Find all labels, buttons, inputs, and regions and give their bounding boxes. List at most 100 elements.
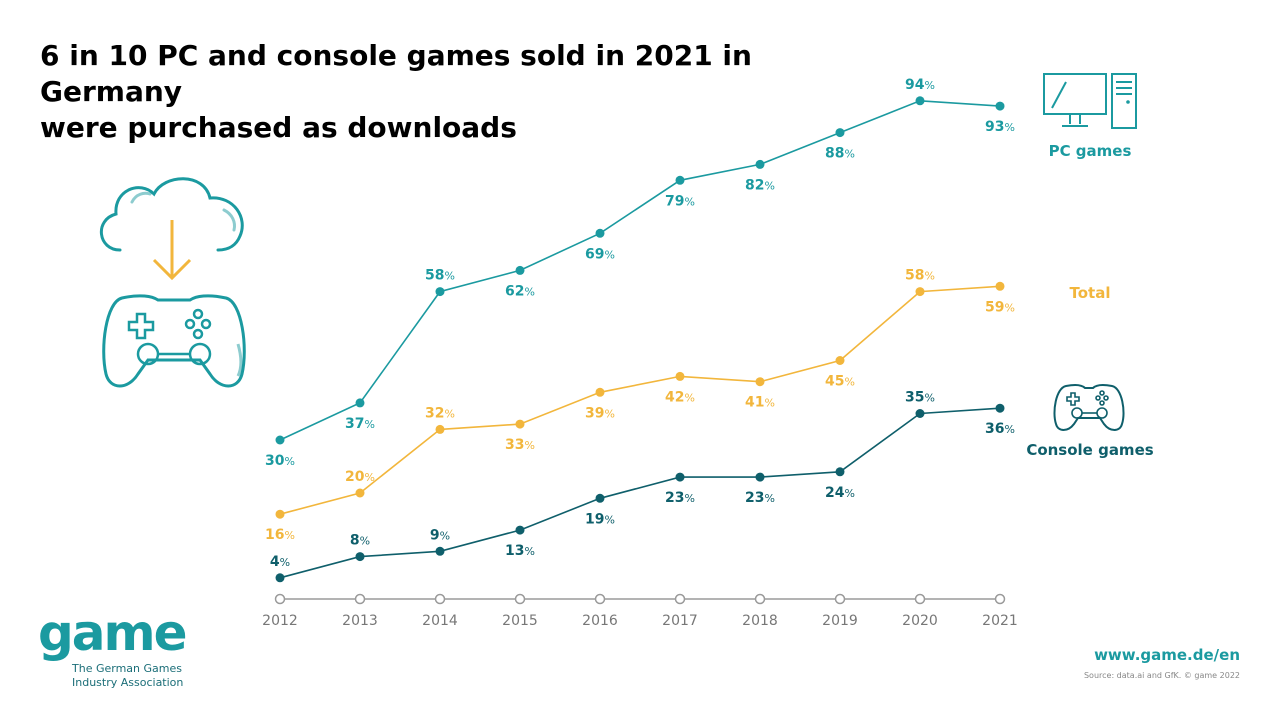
data-point-console-games xyxy=(355,552,365,562)
x-tick-label: 2017 xyxy=(662,613,698,629)
x-axis-tick-marker xyxy=(594,593,606,605)
data-point-pc-games xyxy=(515,265,525,275)
x-axis-tick-marker xyxy=(914,593,926,605)
chart-title: 6 in 10 PC and console games sold in 202… xyxy=(40,38,900,146)
data-point-total xyxy=(675,371,685,381)
x-tick-label: 2015 xyxy=(502,613,538,629)
legend-pc-games: PC games xyxy=(1048,142,1132,160)
data-point-console-games xyxy=(835,467,845,477)
computer-icon xyxy=(1043,73,1137,129)
data-point-console-games xyxy=(995,403,1005,413)
data-label-console-games: 9% xyxy=(430,527,450,543)
data-label-total: 42% xyxy=(665,389,695,405)
data-point-console-games xyxy=(915,409,925,418)
data-point-total xyxy=(915,287,925,297)
cloud-download-icon xyxy=(99,177,246,388)
data-point-console-games xyxy=(275,573,285,583)
series-line-console-games xyxy=(279,407,1001,579)
data-label-total: 32% xyxy=(425,405,455,421)
data-point-total xyxy=(275,509,285,519)
logo-wordmark: game xyxy=(38,604,188,662)
x-axis-tick-marker xyxy=(354,593,366,605)
x-tick-label: 2021 xyxy=(982,613,1018,629)
data-point-pc-games xyxy=(275,435,285,445)
x-tick-label: 2018 xyxy=(742,613,778,629)
data-point-total xyxy=(755,377,765,387)
series-layer xyxy=(275,96,1005,583)
data-point-pc-games xyxy=(355,398,365,408)
data-point-pc-games xyxy=(755,159,765,169)
chart-title-line-2: were purchased as downloads xyxy=(40,111,517,144)
series-line-pc-games xyxy=(279,99,1001,441)
data-point-pc-games xyxy=(915,96,925,106)
x-tick-label: 2012 xyxy=(262,613,298,629)
legend-console-games: Console games xyxy=(1026,441,1154,459)
data-point-total xyxy=(355,488,365,498)
logo-subtitle-line-2: Industry Association xyxy=(72,676,184,689)
data-point-pc-games xyxy=(995,101,1005,111)
x-axis-tick-marker xyxy=(434,593,446,605)
x-tick-label: 2013 xyxy=(342,613,378,629)
data-label-console-games: 13% xyxy=(505,543,535,559)
legend-total: Total xyxy=(1069,284,1111,302)
data-point-console-games xyxy=(515,525,525,535)
website-link[interactable]: www.game.de/en xyxy=(1094,646,1240,664)
x-axis: 2012 2013 2014 2015 2016 2017 2018 2019 2020 2021 xyxy=(262,593,1018,629)
data-label-pc-games: 93% xyxy=(985,119,1015,135)
data-label-pc-games: 82% xyxy=(745,177,775,193)
game-controller-icon xyxy=(1053,383,1125,431)
source-note: Source: data.ai and GfK. © game 2022 xyxy=(1083,671,1240,680)
data-label-pc-games: 69% xyxy=(585,246,615,262)
data-label-console-games: 23% xyxy=(745,490,775,506)
data-label-total: 59% xyxy=(985,299,1015,315)
data-point-pc-games xyxy=(675,175,685,185)
data-label-pc-games: 94% xyxy=(905,77,935,93)
game-logo: game The German Games Industry Associati… xyxy=(38,604,188,690)
data-label-pc-games: 37% xyxy=(345,416,375,432)
series-line-total xyxy=(279,285,1001,515)
data-point-total xyxy=(435,424,445,434)
data-label-pc-games: 79% xyxy=(665,193,695,209)
data-label-total: 33% xyxy=(505,437,535,453)
data-label-total: 20% xyxy=(345,469,375,485)
logo-subtitle: The German Games Industry Association xyxy=(72,662,186,690)
chart-title-line-1: 6 in 10 PC and console games sold in 202… xyxy=(40,39,752,108)
data-label-console-games: 36% xyxy=(985,421,1015,437)
x-axis-tick-marker xyxy=(274,593,286,605)
data-label-total: 16% xyxy=(265,527,295,543)
x-tick-label: 2019 xyxy=(822,613,858,629)
x-axis-tick-marker xyxy=(834,593,846,605)
data-label-console-games: 35% xyxy=(905,390,935,406)
data-point-total xyxy=(595,387,605,397)
x-axis-tick-marker xyxy=(514,593,526,605)
data-label-layer: 30% 37% 58% 62% 69% 79% 82% 88% 94% 93% 16% 20% 32% 3… xyxy=(265,77,1015,570)
x-tick-label: 2020 xyxy=(902,613,938,629)
x-tick-label: 2014 xyxy=(422,613,458,629)
logo-subtitle-line-1: The German Games xyxy=(72,662,182,675)
data-point-pc-games xyxy=(835,128,845,138)
x-tick-label: 2016 xyxy=(582,613,618,629)
data-point-pc-games xyxy=(595,228,605,238)
data-label-total: 39% xyxy=(585,405,615,421)
x-axis-tick-marker xyxy=(674,593,686,605)
data-label-pc-games: 58% xyxy=(425,268,455,284)
data-point-console-games xyxy=(675,472,685,482)
x-axis-tick-marker xyxy=(754,593,766,605)
data-point-pc-games xyxy=(435,287,445,297)
x-axis-tick-marker xyxy=(994,593,1006,605)
data-label-total: 45% xyxy=(825,374,855,390)
data-label-pc-games: 88% xyxy=(825,146,855,162)
data-point-total xyxy=(835,356,845,365)
data-point-total xyxy=(995,281,1005,291)
data-label-console-games: 19% xyxy=(585,511,615,527)
data-label-console-games: 4% xyxy=(270,554,290,570)
data-label-console-games: 23% xyxy=(665,490,695,506)
data-point-console-games xyxy=(595,493,605,503)
data-point-total xyxy=(515,419,525,429)
data-label-total: 58% xyxy=(905,268,935,284)
data-point-console-games xyxy=(755,472,765,482)
data-label-console-games: 8% xyxy=(350,533,370,549)
data-label-pc-games: 62% xyxy=(505,283,535,299)
data-label-total: 41% xyxy=(745,395,775,411)
